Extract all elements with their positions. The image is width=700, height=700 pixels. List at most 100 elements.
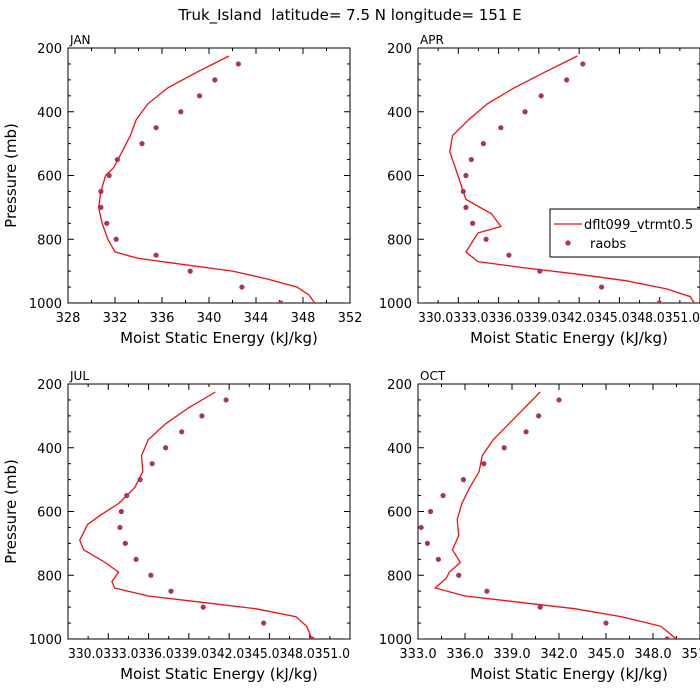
legend-point-swatch [565,240,571,246]
data-point-raobs [480,141,486,147]
data-point-raobs [223,397,229,403]
data-point-raobs [463,204,469,210]
x-tick-label: 333.0 [399,647,436,662]
x-tick-label: 344 [244,311,269,326]
data-point-raobs [603,620,609,626]
data-point-raobs [456,572,462,578]
y-tick-label: 600 [37,506,62,521]
data-point-raobs [483,236,489,242]
y-tick-label: 600 [37,170,62,185]
data-point-raobs [501,445,507,451]
y-tick-label: 200 [387,378,412,393]
data-point-raobs [153,125,159,131]
x-axis-label: Moist Static Energy (kJ/kg) [120,665,318,683]
data-point-raobs [178,109,184,115]
data-point-raobs [564,77,570,83]
data-point-raobs [506,252,512,258]
data-point-raobs [179,429,185,435]
data-point-raobs [460,477,467,483]
data-point-raobs [114,156,120,163]
data-point-raobs [98,204,104,210]
y-tick-label: 1000 [29,297,62,312]
x-tick-labels: 330.0333.0336.0339.0342.0345.0348.0351.0 [68,647,350,662]
plot-data [97,55,316,303]
x-axis-label: Moist Static Energy (kJ/kg) [120,329,318,347]
x-tick-label: 351.0 [681,647,700,662]
data-point-raobs [212,77,218,83]
data-point-raobs [200,604,206,610]
data-point-raobs [118,508,124,515]
series-line-model [97,55,316,303]
y-tick-label: 400 [37,106,62,121]
data-point-raobs [163,445,169,451]
y-tick-label: 800 [37,233,62,248]
data-point-raobs [427,508,434,515]
y-axis-label: Pressure (mb) [2,459,20,564]
y-tick-label: 800 [37,569,62,584]
data-point-raobs [537,268,543,274]
data-point-raobs [113,236,119,242]
panel-title: JUL [69,369,89,383]
x-tick-label: 348 [291,311,316,326]
data-point-raobs [149,461,155,467]
data-point-raobs [418,524,424,531]
x-tick-label: 339.0 [493,647,530,662]
plot-frame [67,383,351,640]
y-tick-label: 800 [387,569,412,584]
data-point-raobs [580,61,586,67]
data-point-raobs [239,284,245,290]
data-point-raobs [664,636,670,639]
data-point-raobs [440,492,446,499]
data-point-raobs [122,540,128,546]
series-line-model [449,55,695,303]
data-point-raobs [538,93,544,99]
data-point-raobs [309,636,315,639]
data-point-raobs [133,556,139,562]
x-tick-label: 342.0 [540,647,577,662]
data-point-raobs [537,604,543,610]
y-tick-label: 400 [387,442,412,457]
data-point-raobs [235,61,241,67]
x-tick-label: 348.0 [634,647,671,662]
y-tick-label: 1000 [379,633,412,648]
data-point-raobs [106,172,112,179]
panel-title: OCT [420,369,446,383]
x-tick-label: 332 [103,311,128,326]
x-tick-label: 328 [56,311,81,326]
x-tick-labels: 330.0333.0336.0339.0342.0345.0348.0351.0 [418,311,700,326]
series-line-model [433,391,677,639]
plot-data [418,391,677,639]
data-point-raobs [556,397,562,403]
x-tick-label: 345.0 [587,647,624,662]
data-point-raobs [468,156,474,163]
legend-box [549,208,700,258]
data-point-raobs [424,540,430,546]
x-axis-label: Moist Static Energy (kJ/kg) [470,665,668,683]
data-point-raobs [137,477,143,483]
legend-label-model: dflt099_vtrmt0.5 [584,218,693,233]
y-tick-label: 400 [37,442,62,457]
data-point-raobs [199,413,205,419]
y-tick-label: 1000 [379,297,412,312]
x-axis-label: Moist Static Energy (kJ/kg) [470,329,668,347]
series-line-model [78,391,313,639]
data-point-raobs [460,188,466,195]
x-tick-label: 336 [150,311,175,326]
y-tick-label: 1000 [29,633,62,648]
data-point-raobs [153,252,159,258]
data-point-raobs [435,556,441,562]
plot-data [78,391,315,639]
data-point-raobs [117,524,123,531]
data-point-raobs [463,172,469,179]
data-point-raobs [278,300,284,303]
plot-frame [417,383,700,640]
data-point-raobs [498,125,504,131]
y-axis-label: Pressure (mb) [2,123,20,228]
legend-label-raobs: raobs [590,237,627,252]
y-tick-label: 600 [387,506,412,521]
